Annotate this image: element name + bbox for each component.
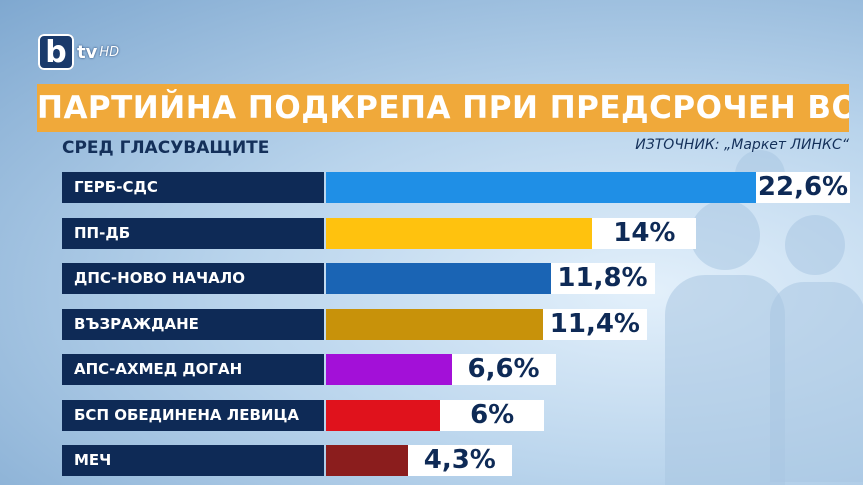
category-label: ГЕРБ-СДС (62, 172, 324, 203)
bar-row: ГЕРБ-СДС 22,6% (62, 172, 852, 203)
bar (326, 263, 551, 294)
channel-logo: b tv HD (38, 34, 119, 70)
bar-row: ВЪЗРАЖДАНЕ 11,4% (62, 308, 852, 340)
value-label: 11,8% (550, 263, 655, 294)
source-note: ИЗТОЧНИК: „Маркет ЛИНКС“ (635, 137, 849, 153)
background-figure (785, 215, 845, 275)
value-label: 14% (592, 217, 697, 249)
chart-subtitle: СРЕД ГЛАСУВАЩИТЕ (62, 138, 270, 158)
bar-row: ПП-ДБ 14% (62, 217, 852, 249)
bar (326, 399, 441, 431)
background-figure (770, 282, 863, 482)
category-label: АПС-АХМЕД ДОГАН (62, 354, 324, 385)
logo-letter: b (38, 34, 74, 70)
bar (326, 172, 756, 203)
bar (326, 308, 543, 340)
value-label: 6,6% (451, 354, 556, 385)
bar-row: БСП ОБЕДИНЕНА ЛЕВИЦА 6% (62, 399, 852, 431)
bar (326, 217, 593, 249)
bar-row: МЕЧ 4,3% (62, 445, 852, 476)
bar-row: ДПС-НОВО НАЧАЛО 11,8% (62, 263, 852, 294)
value-label: 11,4% (542, 308, 647, 340)
value-label: 4,3% (407, 445, 512, 476)
bar (326, 354, 452, 385)
category-label: БСП ОБЕДИНЕНА ЛЕВИЦА (62, 399, 324, 431)
bar-row: АПС-АХМЕД ДОГАН 6,6% (62, 354, 852, 385)
logo-hd: HD (99, 44, 120, 60)
bar (326, 445, 408, 476)
background-figure (665, 275, 785, 485)
value-label: 6% (440, 399, 545, 431)
category-label: ВЪЗРАЖДАНЕ (62, 308, 324, 340)
value-label: 22,6% (756, 172, 850, 203)
category-label: МЕЧ (62, 445, 324, 476)
logo-text: tv (77, 41, 98, 63)
category-label: ДПС-НОВО НАЧАЛО (62, 263, 324, 294)
category-label: ПП-ДБ (62, 217, 324, 249)
chart-title: ПАРТИЙНА ПОДКРЕПА ПРИ ПРЕДСРОЧЕН ВОТ (37, 84, 849, 132)
background-figure (690, 200, 760, 270)
